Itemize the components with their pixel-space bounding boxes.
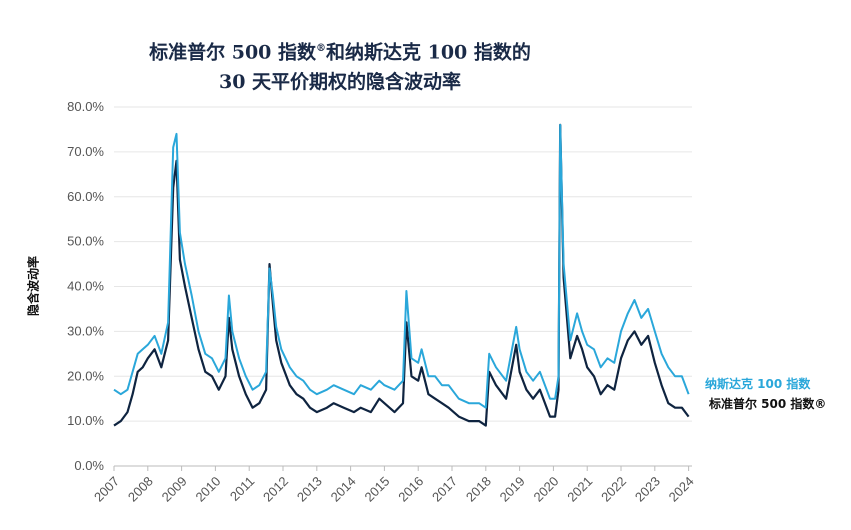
x-tick-label: 2015: [361, 474, 392, 505]
chart-title-line1: 标准普尔 500 指数®和纳斯达克 100 指数的: [149, 41, 531, 64]
x-tick-label: 2010: [192, 474, 223, 505]
x-tick-label: 2012: [260, 474, 291, 505]
x-tick-labels: 2007 2008 2009 2010 2011 2012 2013 2014 2015 2016…: [91, 466, 697, 505]
x-tick-label: 2016: [395, 474, 426, 505]
chart-title-line2: 30 天平价期权的隐含波动率: [218, 71, 462, 94]
x-tick-label: 2023: [632, 474, 663, 505]
x-tick-label: 2007: [91, 474, 122, 505]
legend-nasdaq-100: 纳斯达克 100 指数: [705, 377, 811, 391]
x-tick-label: 2017: [429, 474, 460, 505]
x-tick-label: 2018: [463, 474, 494, 505]
x-tick-label: 2020: [530, 474, 561, 505]
series-line-sp-500: [113, 123, 690, 427]
chart-title: 标准普尔 500 指数®和纳斯达克 100 指数的 30 天平价期权的隐含波动率: [60, 34, 620, 97]
x-tick-label: 2022: [598, 474, 629, 505]
y-tick-label: 30.0%: [67, 323, 104, 338]
x-tick-label: 2024: [666, 474, 697, 505]
grid-lines: [114, 106, 692, 467]
y-tick-label: 20.0%: [67, 368, 104, 383]
x-tick-label: 2019: [497, 474, 528, 505]
y-tick-label: 50.0%: [67, 234, 104, 249]
series-line-nasdaq-100: [113, 123, 690, 409]
x-tick-label: 2008: [125, 474, 156, 505]
x-tick-label: 2021: [564, 474, 595, 505]
y-tick-label: 70.0%: [67, 144, 104, 159]
y-tick-label: 80.0%: [67, 99, 104, 114]
y-tick-label: 10.0%: [67, 413, 104, 428]
x-tick-label: 2013: [294, 474, 325, 505]
y-tick-label: 60.0%: [67, 189, 104, 204]
x-tick-label: 2014: [328, 474, 359, 505]
series-lines: [113, 123, 690, 427]
y-tick-labels: 0.0% 10.0% 20.0% 30.0% 40.0% 50.0% 60.0% 70.0% 8…: [67, 99, 104, 473]
x-tick-label: 2009: [159, 474, 190, 505]
x-tick-label: 2011: [227, 474, 257, 504]
y-tick-label: 40.0%: [67, 279, 104, 294]
legend-sp-500: 标准普尔 500 指数®: [709, 397, 827, 411]
y-tick-label: 0.0%: [74, 458, 104, 473]
